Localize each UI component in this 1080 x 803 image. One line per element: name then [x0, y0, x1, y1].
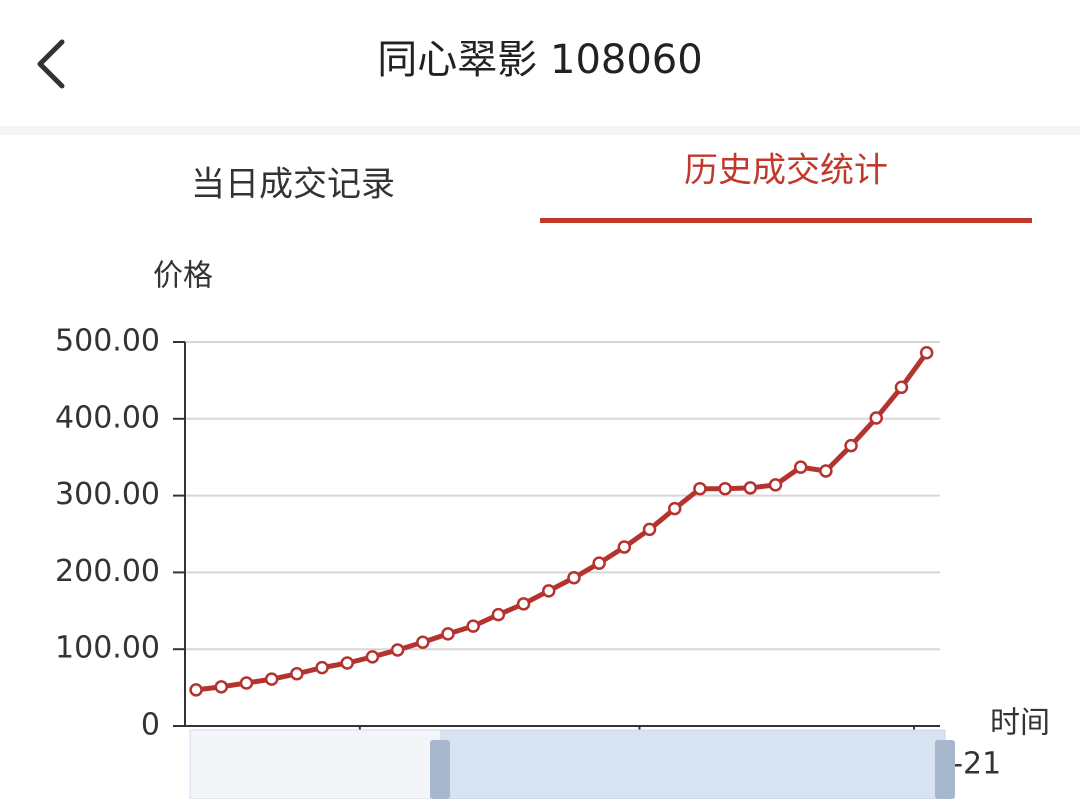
point	[869, 411, 884, 425]
data-zoom[interactable]	[189, 729, 955, 800]
y-tick-label: 400.00	[55, 400, 160, 435]
point	[264, 672, 279, 686]
point	[416, 635, 430, 650]
point	[491, 607, 506, 622]
zoom-window[interactable]	[440, 730, 945, 799]
point	[592, 556, 606, 570]
tab-underline	[540, 218, 1032, 223]
point	[567, 571, 581, 585]
point	[239, 676, 254, 690]
point	[290, 667, 304, 681]
line	[195, 351, 929, 693]
point	[516, 597, 531, 611]
point	[894, 380, 909, 395]
divider	[0, 126, 1080, 135]
point	[768, 478, 783, 492]
point	[617, 540, 632, 554]
zoom-handle[interactable]	[935, 740, 955, 799]
point	[819, 464, 833, 478]
x-axis-label: 时间	[990, 706, 1050, 741]
page-title: 同心翠影 108060	[377, 37, 702, 83]
point	[390, 643, 405, 657]
y-tick-label: 200.00	[55, 554, 160, 589]
back-button[interactable]	[37, 39, 65, 89]
tab-active[interactable]: 历史成交统计	[684, 151, 888, 191]
point	[693, 481, 707, 496]
point	[844, 438, 858, 453]
point	[718, 481, 732, 496]
point	[919, 346, 934, 360]
point	[441, 627, 455, 641]
point	[315, 660, 329, 675]
point	[466, 619, 480, 633]
point	[340, 656, 354, 670]
y-tick-label: 0	[141, 708, 160, 743]
point	[743, 481, 758, 495]
point	[214, 680, 229, 694]
y-tick-label: 300.00	[55, 477, 160, 512]
tab[interactable]: 当日成交记录	[191, 165, 395, 205]
point	[189, 683, 203, 697]
y-tick-label: 500.00	[55, 324, 160, 359]
point	[793, 460, 808, 474]
point	[542, 584, 556, 598]
point	[667, 501, 682, 516]
point	[642, 522, 657, 537]
zoom-handle[interactable]	[430, 740, 450, 799]
y-axis-label: 价格	[153, 259, 213, 294]
y-tick-label: 100.00	[55, 631, 160, 666]
point	[365, 650, 380, 664]
